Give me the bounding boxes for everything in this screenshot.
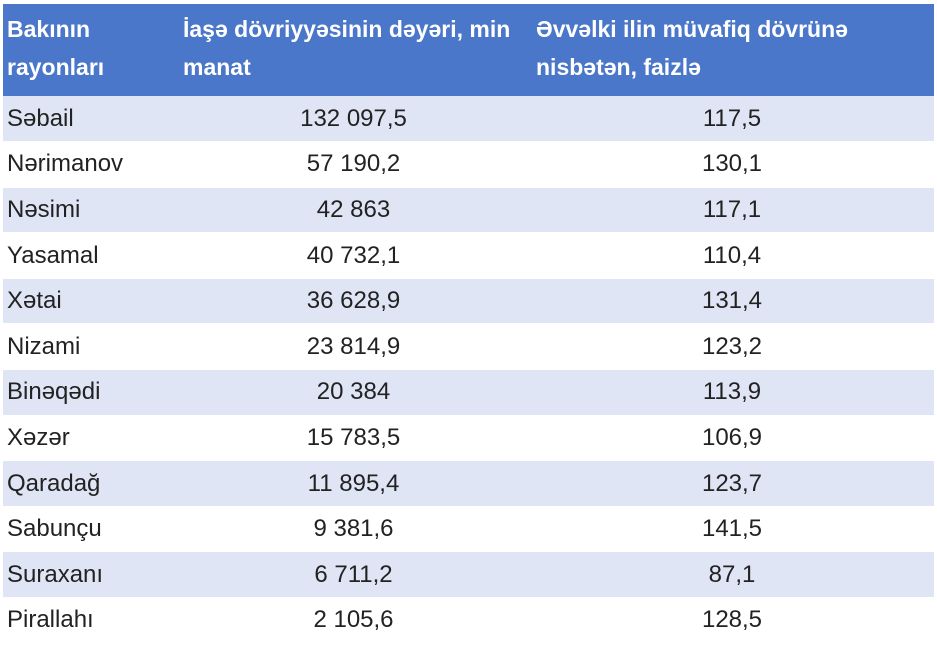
value-cell: 57 190,2 [177, 141, 530, 188]
percent-cell: 117,1 [530, 187, 934, 234]
value-cell: 23 814,9 [177, 323, 530, 371]
region-cell: Pirallahı [3, 597, 177, 644]
value-cell: 6 711,2 [177, 551, 530, 599]
table-row: Səbail 132 097,5 117,5 [3, 96, 934, 143]
region-cell: Qaradağ [3, 460, 177, 507]
region-cell: Nərimanov [3, 141, 177, 188]
value-cell: 15 783,5 [177, 415, 530, 462]
region-cell: Yasamal [3, 232, 177, 279]
table-row: Xəzər 15 783,5 106,9 [3, 415, 934, 462]
region-cell: Suraxanı [3, 551, 177, 599]
percent-cell: 106,9 [530, 415, 934, 462]
table-row: Yasamal 40 732,1 110,4 [3, 232, 934, 279]
value-cell: 132 097,5 [177, 96, 530, 143]
percent-cell: 130,1 [530, 141, 934, 188]
table-row: Nərimanov 57 190,2 130,1 [3, 141, 934, 188]
value-cell: 20 384 [177, 369, 530, 416]
table-row: Xətai 36 628,9 131,4 [3, 278, 934, 325]
value-cell: 42 863 [177, 187, 530, 234]
region-cell: Nəsimi [3, 187, 177, 234]
percent-cell: 113,9 [530, 369, 934, 416]
region-cell: Səbail [3, 96, 177, 143]
header-value: İaşə dövriyyəsinin dəyəri, min manat [177, 4, 530, 96]
region-cell: Xətai [3, 278, 177, 325]
percent-cell: 131,4 [530, 278, 934, 325]
region-cell: Nizami [3, 323, 177, 371]
table-row: Qaradağ 11 895,4 123,7 [3, 460, 934, 507]
percent-cell: 110,4 [530, 232, 934, 279]
percent-cell: 123,7 [530, 460, 934, 507]
region-cell: Sabunçu [3, 506, 177, 553]
table-body: Səbail 132 097,5 117,5 Nərimanov 57 190,… [3, 96, 934, 644]
table-row: Suraxanı 6 711,2 87,1 [3, 551, 934, 599]
percent-cell: 128,5 [530, 597, 934, 644]
data-table: Bakının rayonları İaşə dövriyyəsinin dəy… [3, 4, 934, 644]
value-cell: 40 732,1 [177, 232, 530, 279]
percent-cell: 87,1 [530, 551, 934, 599]
value-cell: 9 381,6 [177, 506, 530, 553]
table-row: Sabunçu 9 381,6 141,5 [3, 506, 934, 553]
header-percent: Əvvəlki ilin müvafiq dövrünə nisbətən, f… [530, 4, 934, 96]
header-row: Bakının rayonları İaşə dövriyyəsinin dəy… [3, 4, 934, 96]
region-cell: Binəqədi [3, 369, 177, 416]
table-row: Binəqədi 20 384 113,9 [3, 369, 934, 416]
header-region: Bakının rayonları [3, 4, 177, 96]
percent-cell: 141,5 [530, 506, 934, 553]
region-cell: Xəzər [3, 415, 177, 462]
percent-cell: 123,2 [530, 323, 934, 371]
value-cell: 11 895,4 [177, 460, 530, 507]
table-header: Bakının rayonları İaşə dövriyyəsinin dəy… [3, 4, 934, 96]
table-row: Nəsimi 42 863 117,1 [3, 187, 934, 234]
value-cell: 36 628,9 [177, 278, 530, 325]
percent-cell: 117,5 [530, 96, 934, 143]
table-row: Nizami 23 814,9 123,2 [3, 323, 934, 371]
value-cell: 2 105,6 [177, 597, 530, 644]
table-row: Pirallahı 2 105,6 128,5 [3, 597, 934, 644]
